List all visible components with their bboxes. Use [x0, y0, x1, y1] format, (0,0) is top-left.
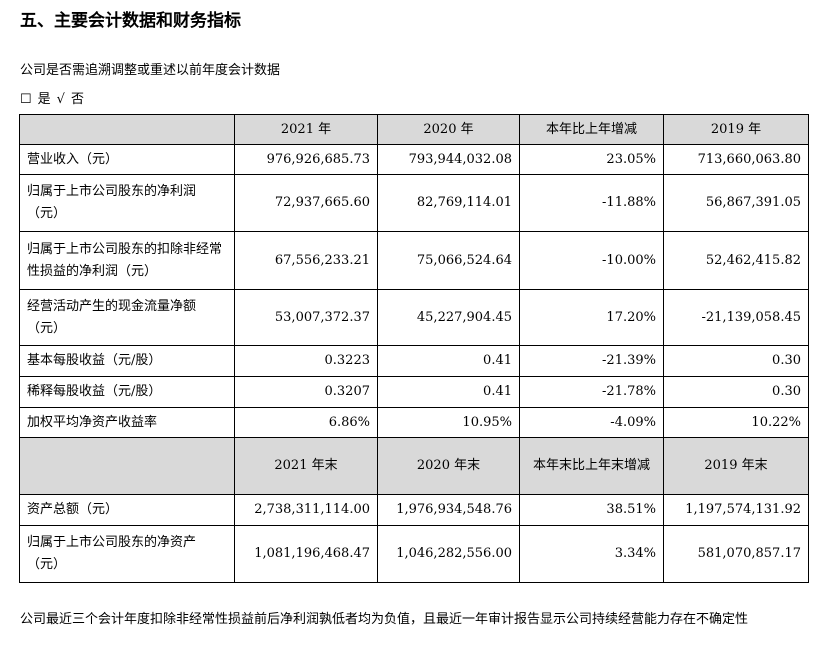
value-cell: 713,660,063.80: [663, 144, 809, 175]
header-cell: 2019 年末: [663, 437, 809, 495]
value-cell: 53,007,372.37: [234, 289, 378, 346]
section-heading: 五、主要会计数据和财务指标: [20, 11, 241, 31]
table-row: 经营活动产生的现金流量净额（元） 53,007,372.37 45,227,90…: [19, 289, 809, 346]
change-cell: -4.09%: [519, 407, 664, 438]
value-cell: 976,926,685.73: [234, 144, 378, 175]
table-header-row: 2021 年 2020 年 本年比上年增减 2019 年: [19, 114, 809, 145]
table-row: 营业收入（元） 976,926,685.73 793,944,032.08 23…: [19, 144, 809, 175]
value-cell: 10.22%: [663, 407, 809, 438]
value-cell: 0.30: [663, 345, 809, 377]
no-label: 否: [70, 92, 84, 107]
change-cell: 23.05%: [519, 144, 664, 175]
row-label: 加权平均净资产收益率: [19, 407, 235, 438]
value-cell: 45,227,904.45: [377, 289, 520, 346]
header-cell: 2019 年: [663, 114, 809, 145]
yes-label: 是: [37, 92, 51, 107]
row-label: 营业收入（元）: [19, 144, 235, 175]
value-cell: 1,081,196,468.47: [234, 525, 378, 583]
change-cell: -11.88%: [519, 174, 664, 232]
value-cell: 0.41: [377, 376, 520, 408]
row-label: 归属于上市公司股东的净资产（元）: [19, 525, 235, 583]
header-cell: 本年末比上年末增减: [519, 437, 664, 495]
row-label: 资产总额（元）: [19, 494, 235, 526]
value-cell: -21,139,058.45: [663, 289, 809, 346]
row-label: 归属于上市公司股东的净利润（元）: [19, 174, 235, 232]
table-row: 稀释每股收益（元/股） 0.3207 0.41 -21.78% 0.30: [19, 376, 809, 408]
value-cell: 10.95%: [377, 407, 520, 438]
value-cell: 75,066,524.64: [377, 231, 520, 290]
value-cell: 6.86%: [234, 407, 378, 438]
change-cell: 3.34%: [519, 525, 664, 583]
table-row: 归属于上市公司股东的净利润（元） 72,937,665.60 82,769,11…: [19, 174, 809, 232]
value-cell: 581,070,857.17: [663, 525, 809, 583]
change-cell: -21.39%: [519, 345, 664, 377]
value-cell: 82,769,114.01: [377, 174, 520, 232]
header-cell: 2021 年末: [234, 437, 378, 495]
value-cell: 56,867,391.05: [663, 174, 809, 232]
header-cell: 2021 年: [234, 114, 378, 145]
value-cell: 793,944,032.08: [377, 144, 520, 175]
going-concern-note: 公司最近三个会计年度扣除非经常性损益前后净利润孰低者均为负值，且最近一年审计报告…: [20, 612, 749, 627]
restatement-question: 公司是否需追溯调整或重述以前年度会计数据: [20, 63, 281, 78]
value-cell: 0.30: [663, 376, 809, 408]
row-label: 经营活动产生的现金流量净额（元）: [19, 289, 235, 346]
row-label: 归属于上市公司股东的扣除非经常性损益的净利润（元）: [19, 231, 235, 290]
table-header-row: 2021 年末 2020 年末 本年末比上年末增减 2019 年末: [19, 437, 809, 495]
value-cell: 0.41: [377, 345, 520, 377]
checkmark-icon: √: [56, 92, 65, 107]
value-cell: 72,937,665.60: [234, 174, 378, 232]
table-row: 加权平均净资产收益率 6.86% 10.95% -4.09% 10.22%: [19, 407, 809, 438]
header-cell: [19, 437, 235, 495]
value-cell: 1,046,282,556.00: [377, 525, 520, 583]
table-row: 归属于上市公司股东的净资产（元） 1,081,196,468.47 1,046,…: [19, 525, 809, 583]
change-cell: 17.20%: [519, 289, 664, 346]
table-row: 资产总额（元） 2,738,311,114.00 1,976,934,548.7…: [19, 494, 809, 526]
yes-checkbox-icon: ☐: [20, 92, 32, 107]
header-cell: 2020 年末: [377, 437, 520, 495]
value-cell: 0.3223: [234, 345, 378, 377]
value-cell: 1,976,934,548.76: [377, 494, 520, 526]
header-cell: [19, 114, 235, 145]
table-row: 归属于上市公司股东的扣除非经常性损益的净利润（元） 67,556,233.21 …: [19, 231, 809, 290]
value-cell: 0.3207: [234, 376, 378, 408]
value-cell: 2,738,311,114.00: [234, 494, 378, 526]
row-label: 基本每股收益（元/股）: [19, 345, 235, 377]
restatement-answer: ☐ 是 √ 否: [20, 88, 90, 107]
change-cell: -21.78%: [519, 376, 664, 408]
header-cell: 本年比上年增减: [519, 114, 664, 145]
row-label: 稀释每股收益（元/股）: [19, 376, 235, 408]
financial-indicators-table: 2021 年 2020 年 本年比上年增减 2019 年 营业收入（元） 976…: [19, 114, 809, 583]
table-row: 基本每股收益（元/股） 0.3223 0.41 -21.39% 0.30: [19, 345, 809, 377]
header-cell: 2020 年: [377, 114, 520, 145]
value-cell: 52,462,415.82: [663, 231, 809, 290]
value-cell: 1,197,574,131.92: [663, 494, 809, 526]
value-cell: 67,556,233.21: [234, 231, 378, 290]
change-cell: -10.00%: [519, 231, 664, 290]
change-cell: 38.51%: [519, 494, 664, 526]
